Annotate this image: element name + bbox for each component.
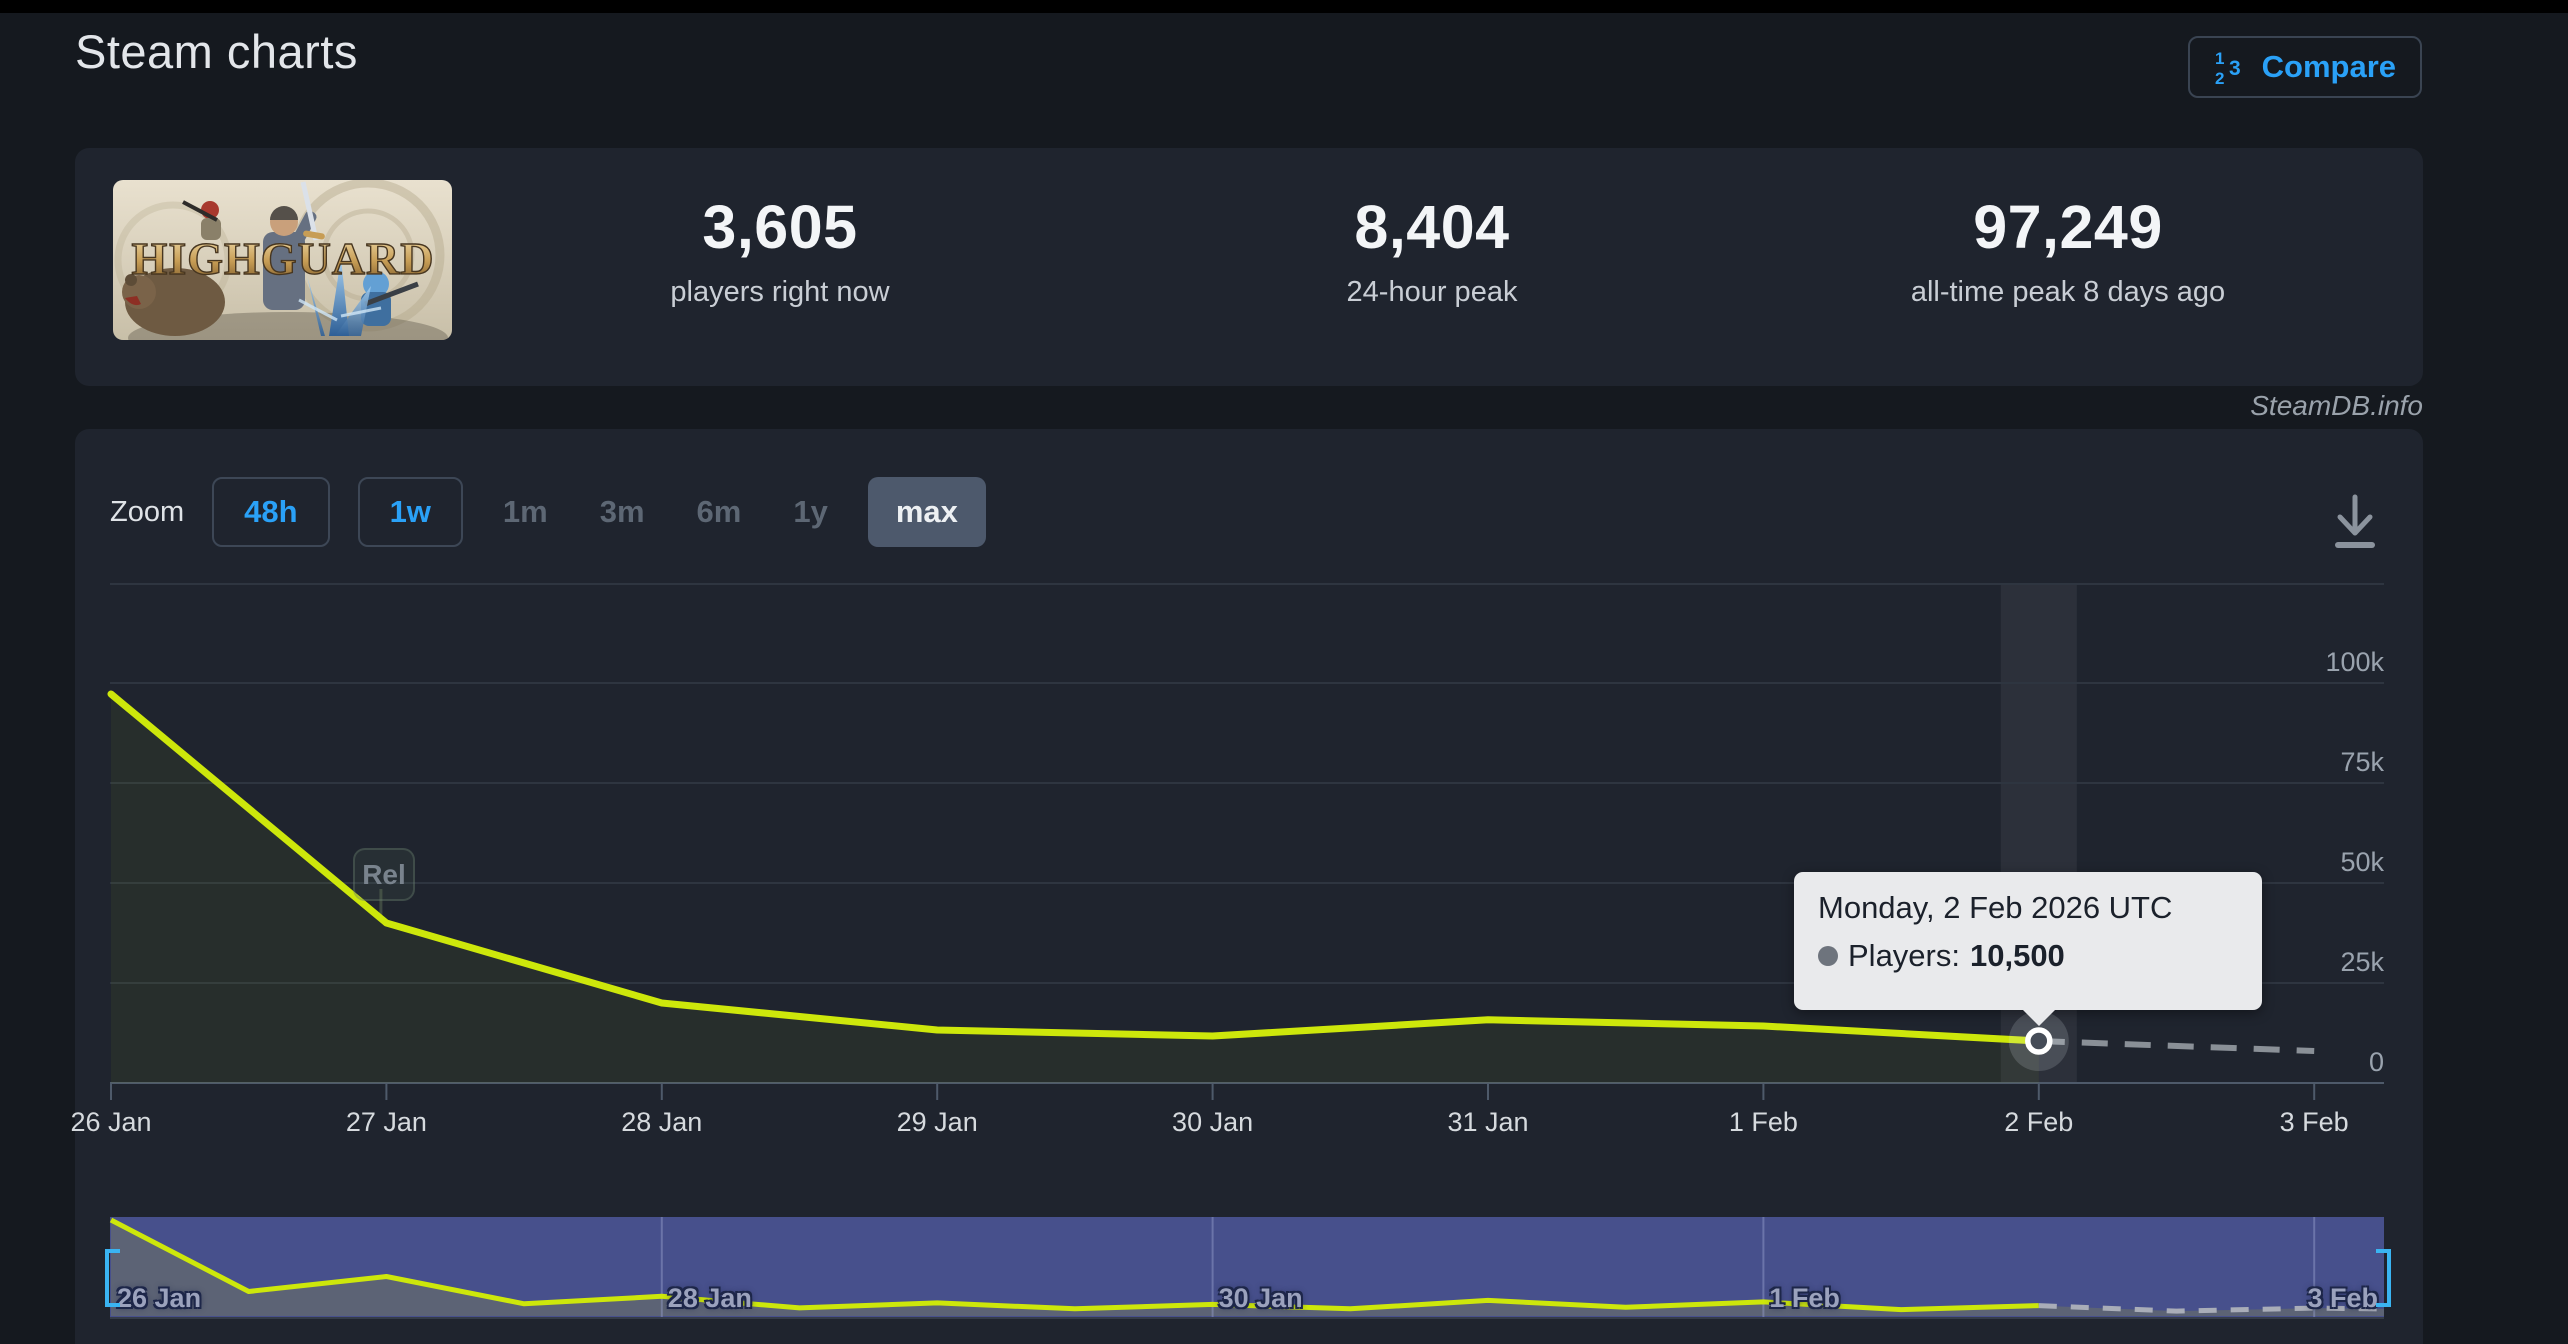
- release-marker-label: Rel: [362, 858, 406, 890]
- x-tick-27-Jan: 27 Jan: [345, 1107, 427, 1137]
- steamdb-watermark: SteamDB.info: [2250, 390, 2423, 421]
- svg-text:3: 3: [2229, 57, 2241, 80]
- page-title: Steam charts: [75, 25, 358, 78]
- stat-players-now: 3,605 players right now: [520, 192, 1040, 309]
- players-line-projected: [2038, 1038, 2315, 1054]
- highguard-artwork: HIGHGUARD: [113, 180, 452, 340]
- zoom-range-48h[interactable]: 48h: [212, 477, 330, 547]
- zoom-range-1w[interactable]: 1w: [357, 477, 463, 547]
- compare-button[interactable]: 1 2 3 Compare: [2187, 36, 2422, 98]
- chart-tooltip: Monday, 2 Feb 2026 UTC Players: 10,500: [1794, 872, 2262, 1026]
- y-tick-25k: 25k: [2340, 947, 2384, 977]
- zoom-label: Zoom: [110, 495, 185, 528]
- tooltip-date: Monday, 2 Feb 2026 UTC: [1818, 890, 2173, 925]
- stat-24h-peak-label: 24-hour peak: [1346, 276, 1518, 308]
- stat-players-now-value: 3,605: [702, 193, 858, 261]
- capsule-game-title: HIGHGUARD: [132, 233, 435, 284]
- zoom-range-6m: 6m: [685, 494, 754, 530]
- release-marker-badge[interactable]: Rel: [353, 848, 415, 901]
- zoom-range-1y: 1y: [781, 494, 839, 530]
- download-button[interactable]: [2332, 493, 2378, 553]
- y-tick-0: 0: [2368, 1047, 2384, 1077]
- navigator-line: [109, 1217, 2039, 1313]
- stat-alltime-peak-value: 97,249: [1973, 193, 2163, 261]
- stat-24h-peak: 8,404 24-hour peak: [1172, 192, 1692, 309]
- hover-point-marker: [2025, 1027, 2053, 1055]
- compare-label: Compare: [2261, 49, 2396, 84]
- zoom-range-1m: 1m: [491, 494, 560, 530]
- stat-players-now-label: players right now: [670, 276, 890, 308]
- zoom-range-max[interactable]: max: [867, 477, 986, 547]
- x-tick-3-Feb: 3 Feb: [2279, 1107, 2349, 1137]
- tooltip-series-label: Players:: [1848, 938, 1960, 973]
- svg-text:2: 2: [2215, 69, 2224, 86]
- series-dot-icon: [1818, 946, 1838, 966]
- x-tick-31-Jan: 31 Jan: [1447, 1107, 1529, 1137]
- navigator-label-30-Jan: 30 Jan: [1218, 1283, 1303, 1313]
- navigator-left-handle[interactable]: [105, 1249, 120, 1307]
- players-line: [107, 690, 2043, 1045]
- stat-24h-peak-value: 8,404: [1354, 193, 1510, 261]
- range-buttons: 48h 1w 1m 3m 6m 1y max: [212, 477, 986, 547]
- svg-text:1: 1: [2215, 49, 2224, 68]
- zoom-range-3m: 3m: [588, 494, 657, 530]
- window-top-strip: [0, 0, 2568, 13]
- navigator-area-fill: [111, 1220, 2384, 1316]
- zoom-toolbar: Zoom 48h 1w 1m 3m 6m 1y max: [110, 477, 986, 547]
- y-tick-50k: 50k: [2340, 847, 2384, 877]
- stat-alltime-peak-label: all-time peak 8 days ago: [1910, 276, 2226, 308]
- x-tick-30-Jan: 30 Jan: [1172, 1107, 1254, 1137]
- download-icon: [2335, 494, 2375, 548]
- x-tick-29-Jan: 29 Jan: [896, 1107, 978, 1137]
- x-tick-28-Jan: 28 Jan: [621, 1107, 703, 1137]
- navigator-right-handle[interactable]: [2376, 1249, 2391, 1307]
- navigator-label-3-Feb: 3 Feb: [2307, 1283, 2378, 1313]
- stat-alltime-peak: 97,249 all-time peak 8 days ago: [1808, 192, 2328, 309]
- tooltip-value: 10,500: [1969, 938, 2065, 973]
- tooltip-pointer: [2022, 1009, 2056, 1026]
- y-tick-100k: 100k: [2325, 647, 2384, 677]
- game-capsule-image[interactable]: HIGHGUARD: [113, 180, 452, 340]
- stats-card: HIGHGUARD 3,605 players right now 8,404 …: [75, 148, 2423, 386]
- compare-123-icon: 1 2 3: [2215, 49, 2241, 86]
- x-tick-26-Jan: 26 Jan: [70, 1107, 152, 1137]
- chart-card: Zoom 48h 1w 1m 3m 6m 1y max 100k 75k 50k 25k 0 26 …: [70, 429, 2423, 1344]
- x-tick-1-Feb: 1 Feb: [1728, 1107, 1798, 1137]
- navigator-label-26-Jan: 26 Jan: [117, 1283, 202, 1313]
- x-tick-2-Feb: 2 Feb: [2004, 1107, 2074, 1137]
- navigator-line-projected: [2038, 1303, 2385, 1314]
- navigator-label-28-Jan: 28 Jan: [667, 1283, 752, 1313]
- navigator-label-1-Feb: 1 Feb: [1769, 1283, 1840, 1313]
- y-tick-75k: 75k: [2340, 747, 2384, 777]
